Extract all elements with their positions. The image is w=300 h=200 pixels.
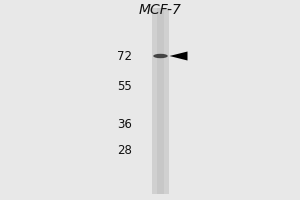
Bar — [152, 8, 169, 194]
Text: 28: 28 — [117, 144, 132, 156]
Polygon shape — [169, 51, 188, 60]
Text: 36: 36 — [117, 117, 132, 130]
Ellipse shape — [153, 54, 168, 58]
Text: 55: 55 — [117, 79, 132, 92]
Bar — [157, 8, 164, 194]
Text: MCF-7: MCF-7 — [139, 3, 182, 17]
Text: 72: 72 — [117, 49, 132, 62]
